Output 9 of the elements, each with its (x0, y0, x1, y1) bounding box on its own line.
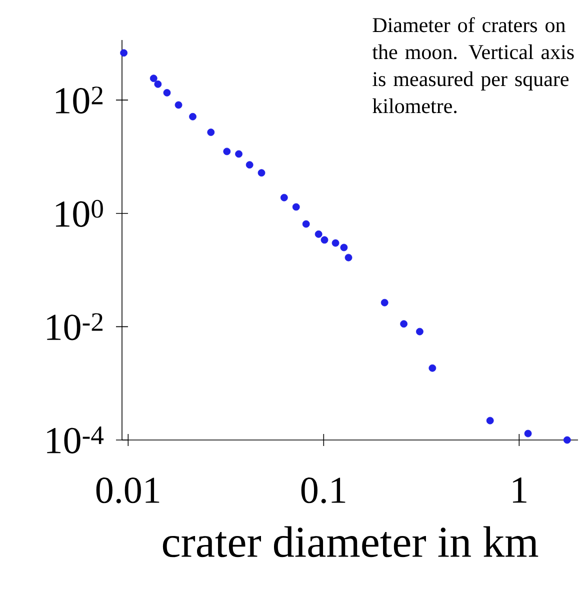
x-tick-label: 0.01 (96, 478, 160, 504)
x-tick-label: 0.1 (301, 478, 346, 504)
x-tick-label: 1 (513, 478, 526, 503)
y-tick-label: 10$^{-4}$ (47, 426, 104, 454)
y-tick-label: 10$^{2}$ (56, 86, 102, 114)
y-tick-label: 10$^{-2}$ (47, 313, 102, 340)
y-tick-label: 10$^{0}$ (56, 200, 103, 227)
x-axis-title: crater diameter in km (162, 526, 538, 558)
annotation: Diameter of craters on the moon. Vertical axis is measured per square kilometre. (372, 17, 574, 114)
